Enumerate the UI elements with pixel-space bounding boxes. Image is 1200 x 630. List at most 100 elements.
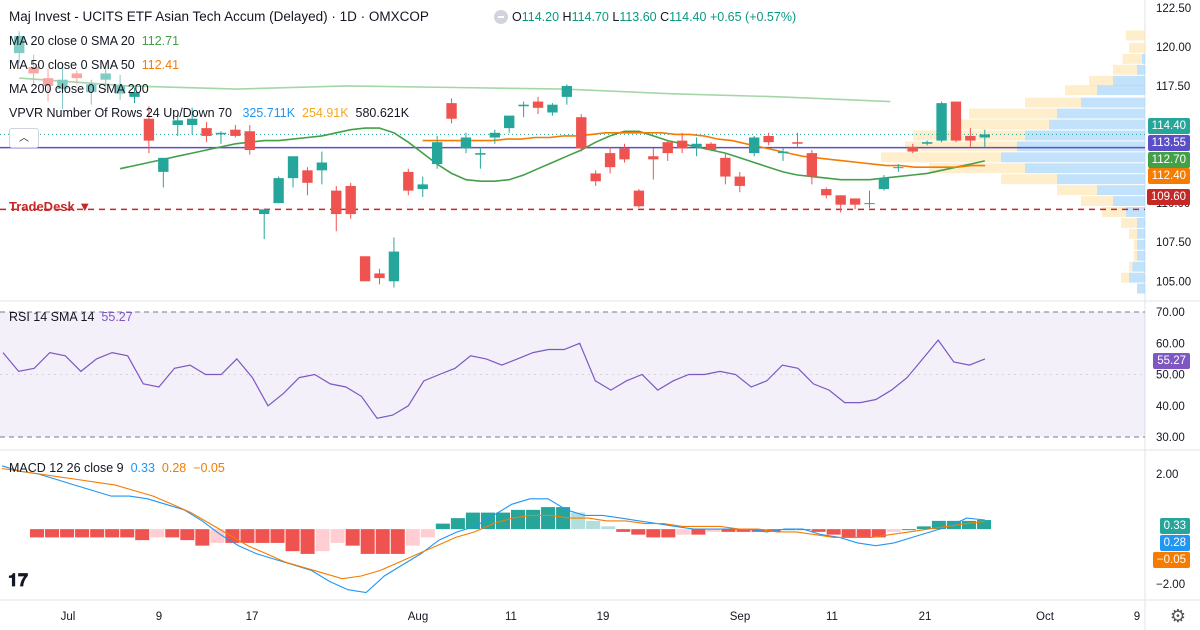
macd-hist-bar xyxy=(721,529,736,532)
candle-body xyxy=(71,73,83,79)
time-axis-tick: 11 xyxy=(505,611,517,623)
candle-body xyxy=(316,162,328,171)
candle-body xyxy=(42,78,54,86)
poc-price-tag: 113.55 xyxy=(1147,135,1190,151)
candle-body xyxy=(878,178,890,190)
macd-hist-bar xyxy=(210,529,225,543)
macd-hist-bar xyxy=(75,529,90,538)
tradedesk-label[interactable]: TradeDesk ▼ xyxy=(9,199,92,214)
ma50-line xyxy=(422,132,986,168)
candle-body xyxy=(28,67,39,74)
macd-hist-bar xyxy=(856,529,871,538)
candle-body xyxy=(835,195,846,205)
vp-bar-down xyxy=(913,130,1025,141)
macd-axis-tick: −2.00 xyxy=(1156,579,1185,591)
candle-body xyxy=(849,198,861,205)
vp-bar-down xyxy=(1101,207,1126,217)
macd-hist-bar xyxy=(465,512,480,530)
candle-body xyxy=(388,251,400,282)
vp-bar-down xyxy=(929,163,1025,174)
vp-bar-up xyxy=(1141,53,1145,64)
vp-bar-down xyxy=(1065,85,1097,96)
symbol-title[interactable]: Maj Invest - UCITS ETF Asian Tech Accum … xyxy=(9,9,429,24)
candle-body xyxy=(359,256,371,282)
rsi-axis-tick: 30.00 xyxy=(1156,432,1185,444)
tradingview-logo[interactable]: 𝟏𝟕 xyxy=(8,570,29,590)
time-axis-tick: 9 xyxy=(1134,611,1140,623)
macd-hist-bar xyxy=(706,529,721,532)
macd-hist-bar xyxy=(120,529,135,538)
ma20-line xyxy=(119,127,985,182)
rsi-axis-tick: 40.00 xyxy=(1156,401,1185,413)
vp-bar-up xyxy=(1113,75,1145,86)
macd-hist-bar xyxy=(420,529,435,538)
macd-hist-bar xyxy=(646,529,661,538)
candle-body xyxy=(431,142,443,165)
vp-bar-down xyxy=(1121,272,1129,283)
macd-axis-tick: 2.00 xyxy=(1156,469,1178,481)
macd-hist-bar xyxy=(511,509,526,530)
candle-body xyxy=(446,103,457,119)
candle-body xyxy=(475,153,486,155)
candle-body xyxy=(590,173,601,182)
candle-body xyxy=(792,142,803,144)
time-axis-tick: 21 xyxy=(919,611,932,623)
legend-vpvr[interactable]: VPVR Number Of Rows 24 Up/Down 70 325.71… xyxy=(9,106,410,120)
macd-hist-bar xyxy=(526,509,541,530)
candle-body xyxy=(576,117,587,149)
legend-ma20[interactable]: MA 20 close 0 SMA 20 112.71 xyxy=(9,34,180,48)
macd-signal-line xyxy=(1,467,986,580)
vp-bar-up xyxy=(1001,152,1145,163)
candle-body xyxy=(547,104,558,113)
vp-bar-up xyxy=(1137,217,1145,228)
vp-bar-down xyxy=(1121,217,1137,228)
candle-body xyxy=(662,142,673,154)
macd-hist-bar xyxy=(90,529,105,538)
candle-body xyxy=(114,85,126,94)
macd-hist-bar xyxy=(931,520,946,530)
candle-body xyxy=(331,190,342,215)
macd-hist-bar xyxy=(30,529,45,538)
visibility-toggle-icon[interactable] xyxy=(494,10,508,24)
macd-hist-bar xyxy=(285,529,300,552)
ma50-price-tag: 112.40 xyxy=(1147,168,1190,184)
legend-ma50[interactable]: MA 50 close 0 SMA 50 112.41 xyxy=(9,58,180,72)
price-axis-tick: 105.00 xyxy=(1156,276,1191,288)
vp-bar-down xyxy=(1129,42,1145,53)
chart-header: Maj Invest - UCITS ETF Asian Tech Accum … xyxy=(9,8,429,26)
vp-bar-up xyxy=(1137,228,1145,239)
candle-body xyxy=(619,148,630,160)
macd-hist-bar xyxy=(556,507,571,530)
vp-bar-down xyxy=(1081,196,1113,207)
candle-body xyxy=(244,131,255,150)
macd-hist-bar xyxy=(135,529,150,541)
vp-bar-down xyxy=(1133,250,1137,261)
candle-body xyxy=(215,132,227,135)
candle-body xyxy=(936,103,947,141)
legend-rsi[interactable]: RSI 14 SMA 14 55.27 xyxy=(9,310,133,324)
macd-hist-tag: 0.33 xyxy=(1159,518,1190,534)
candle-body xyxy=(273,178,284,204)
macd-hist-bar xyxy=(450,518,465,530)
ma20-price-tag: 112.70 xyxy=(1147,152,1190,168)
legend-ma200[interactable]: MA 200 close 0 SMA 200 xyxy=(9,82,149,96)
macd-hist-bar xyxy=(586,520,601,530)
macd-hist-bar xyxy=(330,529,345,543)
macd-hist-bar xyxy=(45,529,60,538)
time-axis-tick: 9 xyxy=(156,611,162,623)
gear-icon[interactable]: ⚙ xyxy=(1169,606,1186,626)
candle-body xyxy=(821,189,832,196)
candle-body xyxy=(950,101,962,141)
rsi-axis-tick: 70.00 xyxy=(1156,307,1185,319)
candle-body xyxy=(907,146,918,152)
vp-bar-up xyxy=(1025,163,1145,174)
macd-hist-bar xyxy=(165,529,180,538)
collapse-legend-button[interactable]: ︿ xyxy=(9,128,39,148)
macd-hist-bar xyxy=(691,529,706,535)
legend-macd[interactable]: MACD 12 26 close 9 0.33 0.28 −0.05 xyxy=(9,461,225,475)
macd-hist-bar xyxy=(105,529,120,538)
vp-bar-down xyxy=(1129,228,1137,239)
tradedesk-price-tag: 109.60 xyxy=(1146,189,1190,205)
vp-bar-down xyxy=(1001,174,1057,185)
